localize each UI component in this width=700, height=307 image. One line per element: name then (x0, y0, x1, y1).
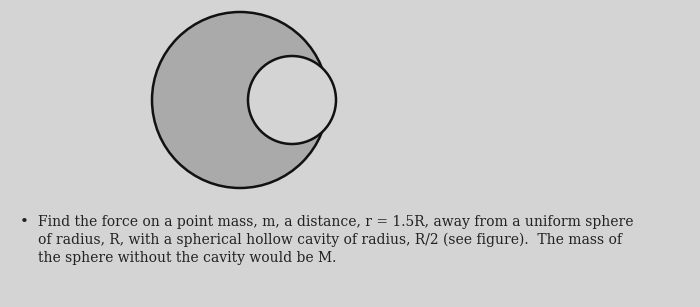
Circle shape (248, 56, 336, 144)
Text: the sphere without the cavity would be M.: the sphere without the cavity would be M… (38, 251, 337, 265)
Text: Find the force on a point mass, m, a distance, r = 1.5R, away from a uniform sph: Find the force on a point mass, m, a dis… (38, 215, 633, 229)
Text: •: • (20, 215, 29, 229)
Text: of radius, R, with a spherical hollow cavity of radius, R/2 (see figure).  The m: of radius, R, with a spherical hollow ca… (38, 233, 622, 247)
Circle shape (152, 12, 328, 188)
